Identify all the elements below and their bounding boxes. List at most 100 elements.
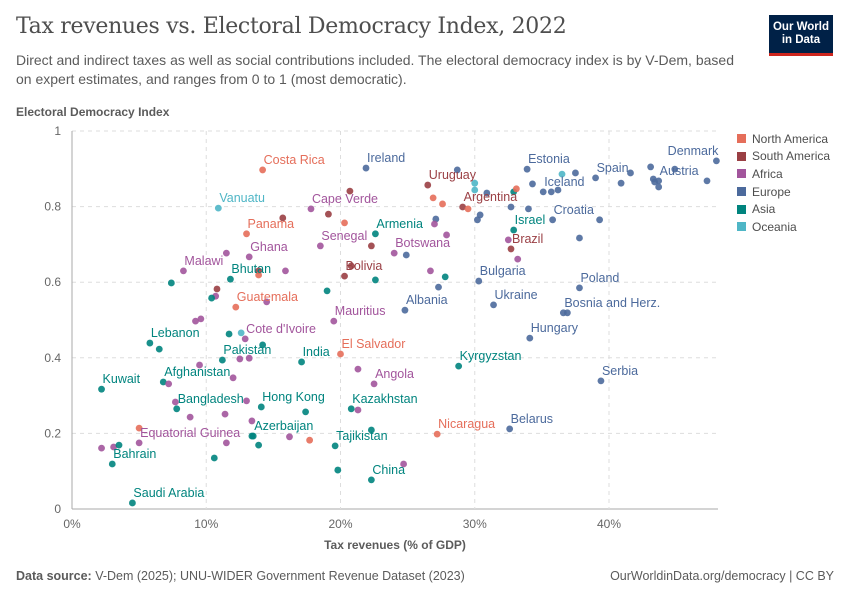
data-point[interactable] xyxy=(554,186,562,194)
data-point[interactable] xyxy=(135,424,143,432)
data-point[interactable] xyxy=(298,358,305,366)
data-point[interactable] xyxy=(572,169,579,177)
data-point[interactable] xyxy=(213,285,221,293)
data-point[interactable] xyxy=(558,170,566,178)
data-point[interactable] xyxy=(196,361,203,369)
legend-item-oceania[interactable]: Oceania xyxy=(737,218,830,236)
data-point[interactable] xyxy=(245,253,253,261)
data-point[interactable] xyxy=(337,350,344,358)
data-point[interactable] xyxy=(197,315,205,323)
data-point[interactable] xyxy=(596,216,604,224)
data-point[interactable] xyxy=(483,189,491,197)
data-point[interactable] xyxy=(115,441,123,449)
data-point[interactable] xyxy=(429,194,437,202)
data-point[interactable] xyxy=(334,466,342,474)
data-point[interactable] xyxy=(108,460,116,468)
data-point[interactable] xyxy=(592,174,599,182)
data-point[interactable] xyxy=(259,341,267,349)
data-point[interactable] xyxy=(563,309,571,317)
data-point[interactable] xyxy=(443,231,450,239)
data-point[interactable] xyxy=(547,188,555,196)
data-point[interactable] xyxy=(286,433,293,441)
data-point[interactable] xyxy=(307,205,315,213)
data-point[interactable] xyxy=(237,329,245,337)
data-point[interactable] xyxy=(218,356,226,364)
data-point[interactable] xyxy=(159,378,167,386)
data-point[interactable] xyxy=(229,374,237,382)
footer-link[interactable]: OurWorldinData.org/democracy | CC BY xyxy=(610,569,834,583)
data-point[interactable] xyxy=(474,216,481,224)
data-point[interactable] xyxy=(346,187,354,195)
data-point[interactable] xyxy=(241,335,249,343)
data-point[interactable] xyxy=(372,276,379,284)
data-point[interactable] xyxy=(221,410,229,418)
data-point[interactable] xyxy=(455,362,463,370)
data-point[interactable] xyxy=(192,317,199,325)
data-point[interactable] xyxy=(341,219,348,227)
data-point[interactable] xyxy=(703,177,711,185)
data-point[interactable] xyxy=(225,330,233,338)
owid-logo[interactable]: Our World in Data xyxy=(769,15,833,56)
source-text[interactable]: V-Dem (2025); UNU-WIDER Government Reven… xyxy=(95,569,465,583)
data-point[interactable] xyxy=(597,377,605,385)
data-point[interactable] xyxy=(576,284,583,292)
data-point[interactable] xyxy=(402,251,410,259)
data-point[interactable] xyxy=(347,405,355,413)
data-point[interactable] xyxy=(433,430,441,438)
data-point[interactable] xyxy=(372,230,379,238)
data-point[interactable] xyxy=(400,460,407,468)
data-point[interactable] xyxy=(367,242,375,250)
data-point[interactable] xyxy=(471,186,479,194)
data-point[interactable] xyxy=(135,439,143,447)
data-point[interactable] xyxy=(525,205,532,213)
data-point[interactable] xyxy=(713,157,720,165)
data-point[interactable] xyxy=(427,267,434,275)
data-point[interactable] xyxy=(507,245,515,253)
data-point[interactable] xyxy=(325,210,332,218)
data-point[interactable] xyxy=(236,355,244,363)
data-point[interactable] xyxy=(504,236,512,244)
data-point[interactable] xyxy=(227,275,234,283)
data-point[interactable] xyxy=(330,317,338,325)
data-point[interactable] xyxy=(367,476,375,484)
data-point[interactable] xyxy=(655,183,663,191)
data-point[interactable] xyxy=(526,334,534,342)
data-point[interactable] xyxy=(510,226,518,234)
data-point[interactable] xyxy=(316,242,324,250)
data-point[interactable] xyxy=(248,417,256,425)
data-point[interactable] xyxy=(647,163,655,171)
data-point[interactable] xyxy=(490,301,497,309)
data-point[interactable] xyxy=(627,169,634,177)
data-point[interactable] xyxy=(98,385,105,393)
data-point[interactable] xyxy=(549,216,557,224)
data-point[interactable] xyxy=(255,441,263,449)
data-point[interactable] xyxy=(165,380,173,388)
data-point[interactable] xyxy=(439,200,446,208)
data-point[interactable] xyxy=(431,220,438,228)
data-point[interactable] xyxy=(214,204,222,212)
data-point[interactable] xyxy=(370,380,378,388)
data-point[interactable] xyxy=(248,432,256,440)
data-point[interactable] xyxy=(222,439,230,447)
data-point[interactable] xyxy=(354,365,362,373)
legend-item-north-america[interactable]: North America xyxy=(737,130,830,148)
data-point[interactable] xyxy=(331,442,339,450)
data-point[interactable] xyxy=(243,397,250,405)
data-point[interactable] xyxy=(354,406,362,414)
legend-item-europe[interactable]: Europe xyxy=(737,183,830,201)
data-point[interactable] xyxy=(208,294,216,302)
data-point[interactable] xyxy=(173,405,181,413)
data-point[interactable] xyxy=(362,164,370,172)
data-point[interactable] xyxy=(367,426,375,434)
data-point[interactable] xyxy=(232,303,240,311)
data-point[interactable] xyxy=(186,413,194,421)
data-point[interactable] xyxy=(390,249,398,257)
data-point[interactable] xyxy=(171,398,179,406)
data-point[interactable] xyxy=(245,354,253,362)
data-point[interactable] xyxy=(282,267,289,275)
data-point[interactable] xyxy=(243,230,250,238)
data-point[interactable] xyxy=(279,214,287,222)
data-point[interactable] xyxy=(167,279,175,287)
data-point[interactable] xyxy=(506,425,514,433)
data-point[interactable] xyxy=(529,180,536,188)
